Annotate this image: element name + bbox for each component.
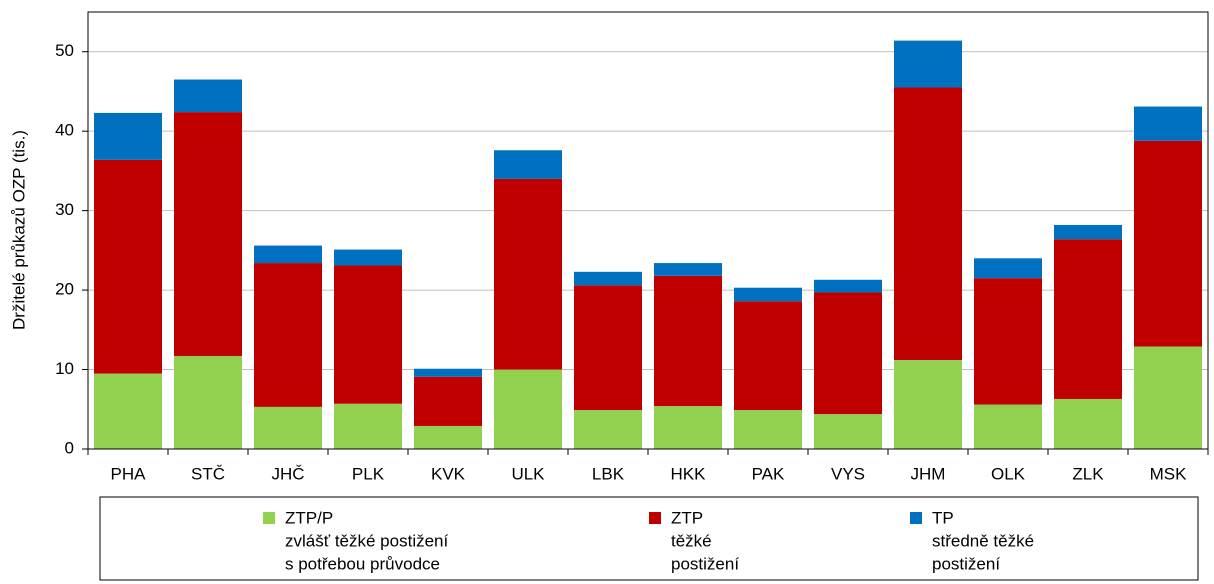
legend-description: postižení — [932, 554, 1000, 573]
bar-segment — [974, 404, 1042, 449]
bar-segment — [814, 279, 882, 293]
bar-segment — [254, 263, 322, 407]
bar-segment — [814, 414, 882, 449]
bar-segment — [734, 301, 802, 411]
bar-segment — [94, 112, 162, 160]
bar-segment — [974, 278, 1042, 405]
bar-segment — [574, 271, 642, 286]
legend-description: zvlášť těžké postižení — [285, 531, 449, 550]
legend-swatch — [263, 512, 275, 524]
x-tick-label: PHA — [111, 464, 147, 483]
y-axis-title: Držitelé průkazů OZP (tis.) — [9, 130, 28, 330]
bar-segment — [894, 87, 962, 361]
y-tick-label: 40 — [55, 121, 74, 140]
bar-segment — [494, 369, 562, 449]
bar-segment — [334, 249, 402, 266]
bar-segment — [1054, 239, 1122, 399]
y-tick-label: 20 — [55, 280, 74, 299]
y-tick-label: 0 — [65, 438, 74, 457]
y-tick-label: 30 — [55, 200, 74, 219]
bar-segment — [814, 292, 882, 415]
bar-segment — [974, 258, 1042, 279]
bar-segment — [94, 159, 162, 374]
bar-segment — [254, 245, 322, 264]
x-tick-label: MSK — [1150, 464, 1188, 483]
bar-segment — [414, 376, 482, 426]
bar-segment — [1054, 224, 1122, 240]
x-tick-label: ZLK — [1072, 464, 1104, 483]
x-tick-label: OLK — [991, 464, 1026, 483]
legend-description: těžké — [671, 531, 712, 550]
legend-description: středně těžké — [932, 531, 1034, 550]
bar-segment — [254, 406, 322, 449]
x-tick-label: JHČ — [271, 464, 304, 483]
legend-swatch — [649, 512, 661, 524]
bar-segment — [734, 287, 802, 302]
bar-segment — [174, 79, 242, 113]
bar-segment — [334, 265, 402, 404]
bar-segment — [574, 410, 642, 449]
bar-segment — [174, 112, 242, 357]
bar-segment — [894, 360, 962, 449]
x-tick-label: STČ — [191, 464, 225, 483]
bar-segment — [734, 410, 802, 449]
x-tick-label: JHM — [911, 464, 946, 483]
y-tick-label: 10 — [55, 359, 74, 378]
legend-swatch — [910, 512, 922, 524]
bar-segment — [1134, 346, 1202, 449]
bar-segment — [574, 285, 642, 411]
bar-segment — [654, 263, 722, 276]
legend-label: ZTP/P — [285, 508, 333, 527]
x-tick-label: HKK — [671, 464, 707, 483]
x-tick-label: PAK — [752, 464, 785, 483]
bar-segment — [654, 275, 722, 407]
bar-segment — [414, 425, 482, 449]
legend-description: postižení — [671, 554, 739, 573]
legend-label: ZTP — [671, 508, 703, 527]
y-tick-label: 50 — [55, 41, 74, 60]
bar-segment — [654, 406, 722, 449]
bar-segment — [494, 150, 562, 179]
bar-segment — [414, 368, 482, 377]
bar-segment — [1134, 140, 1202, 347]
x-tick-label: LBK — [592, 464, 625, 483]
bar-segment — [1134, 106, 1202, 141]
x-tick-label: ULK — [511, 464, 545, 483]
x-tick-label: PLK — [352, 464, 385, 483]
x-tick-label: KVK — [431, 464, 466, 483]
legend-box — [99, 496, 1199, 581]
bar-segment — [94, 373, 162, 449]
bar-segment — [174, 356, 242, 449]
bar-segment — [494, 178, 562, 370]
legend-label: TP — [932, 508, 954, 527]
plot-frame — [87, 11, 1209, 450]
legend-description: s potřebou průvodce — [285, 554, 440, 573]
bar-segment — [334, 403, 402, 449]
x-tick-label: VYS — [831, 464, 865, 483]
bar-segment — [894, 40, 962, 88]
bar-segment — [1054, 398, 1122, 449]
